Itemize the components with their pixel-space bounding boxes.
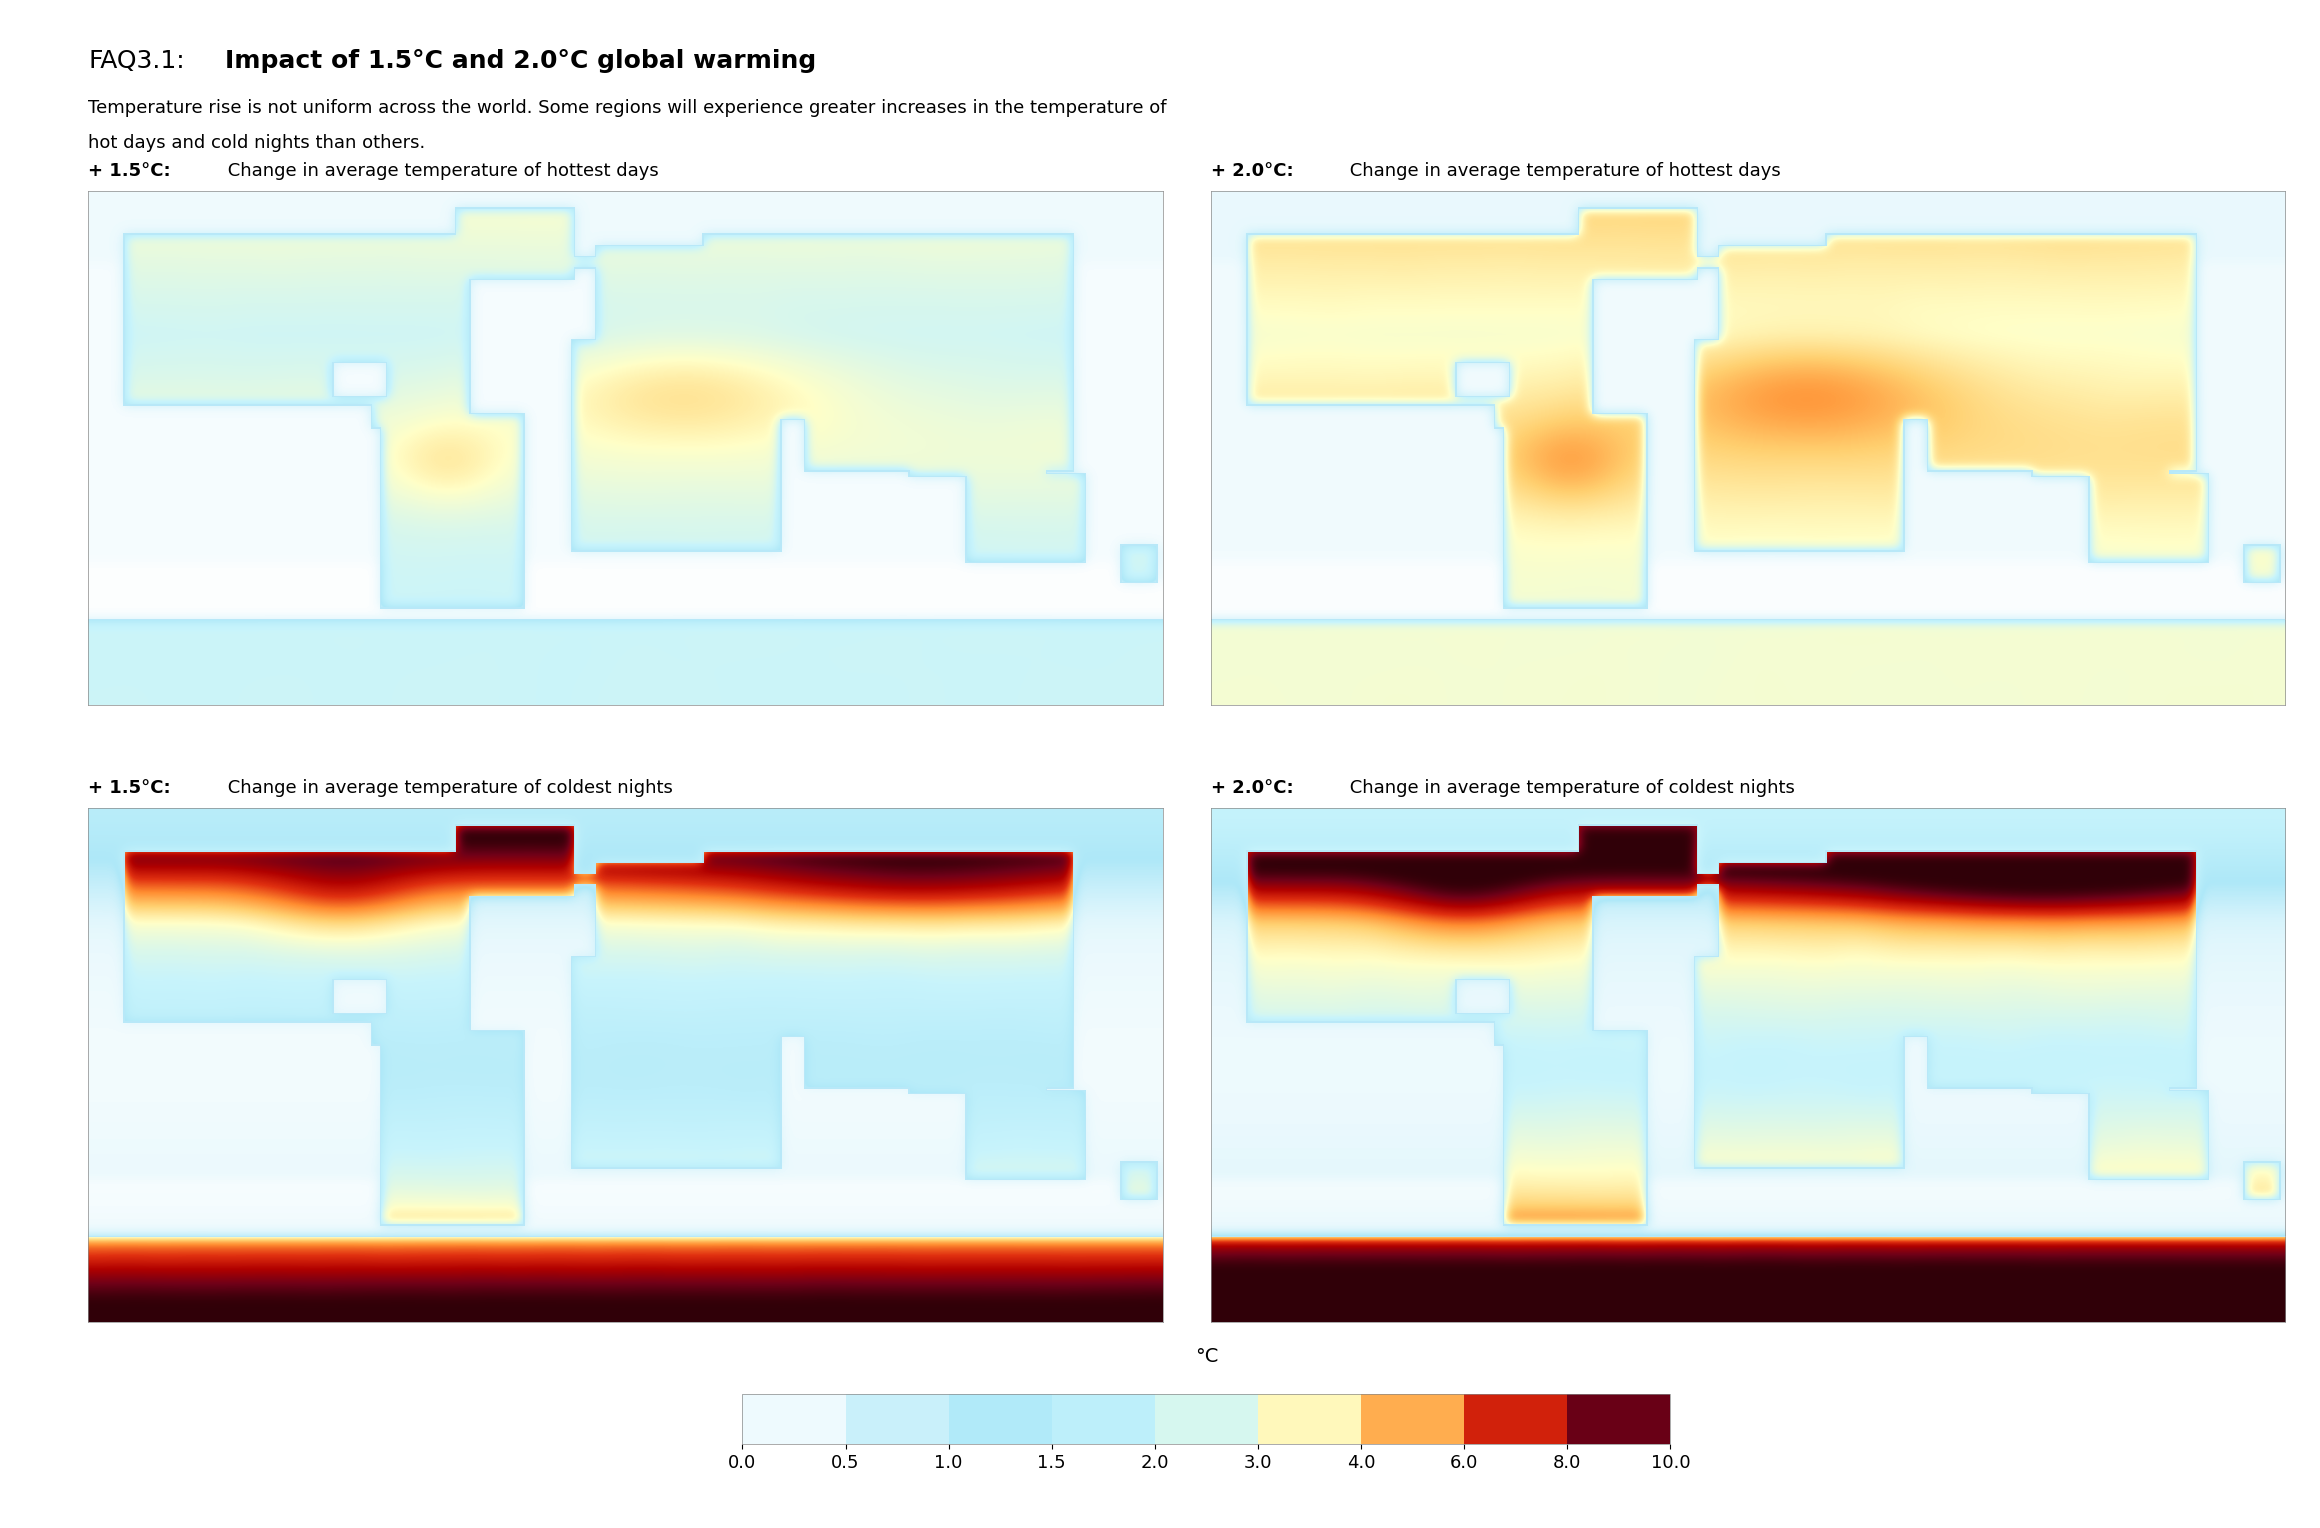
- Text: + 1.5°C:: + 1.5°C:: [88, 162, 172, 180]
- Text: Impact of 1.5°C and 2.0°C global warming: Impact of 1.5°C and 2.0°C global warming: [225, 49, 817, 73]
- Text: Change in average temperature of hottest days: Change in average temperature of hottest…: [223, 162, 659, 180]
- Text: Change in average temperature of hottest days: Change in average temperature of hottest…: [1346, 162, 1782, 180]
- Text: hot days and cold nights than others.: hot days and cold nights than others.: [88, 134, 425, 153]
- Text: Change in average temperature of coldest nights: Change in average temperature of coldest…: [1346, 779, 1796, 798]
- Text: Change in average temperature of coldest nights: Change in average temperature of coldest…: [223, 779, 673, 798]
- Text: + 1.5°C:: + 1.5°C:: [88, 779, 172, 798]
- Text: FAQ3.1:: FAQ3.1:: [88, 49, 186, 73]
- Text: Temperature rise is not uniform across the world. Some regions will experience g: Temperature rise is not uniform across t…: [88, 99, 1167, 118]
- Text: + 2.0°C:: + 2.0°C:: [1211, 162, 1295, 180]
- Text: °C: °C: [1195, 1348, 1218, 1366]
- Text: + 2.0°C:: + 2.0°C:: [1211, 779, 1295, 798]
